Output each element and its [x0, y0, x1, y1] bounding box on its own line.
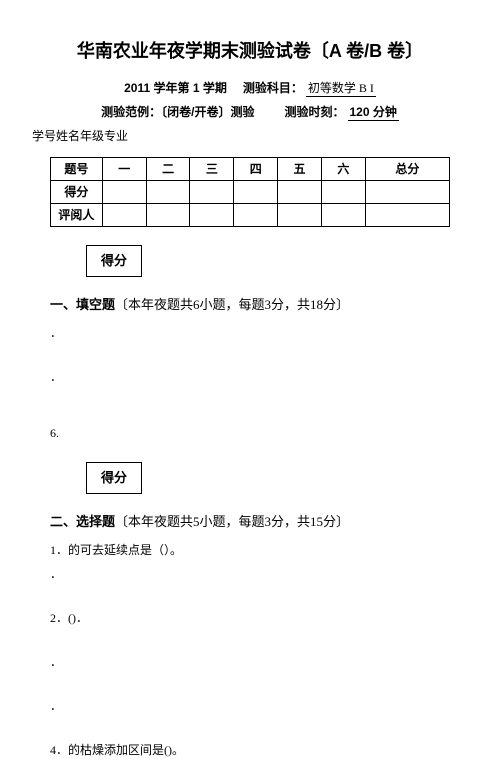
score-box-2: 得分 — [86, 462, 142, 494]
th-total: 总分 — [365, 158, 449, 181]
section-2-desc: 〔本年夜题共5小题，每题3分，共15分〕 — [115, 514, 349, 529]
th-c5: 五 — [278, 158, 322, 181]
th-c6: 六 — [321, 158, 365, 181]
exam-scope: 测验范例：〔闭卷/开卷〕测验 — [101, 105, 254, 119]
section-1-heading: 一、填空题 — [50, 297, 115, 312]
subject-label: 测验科目： — [243, 81, 303, 95]
cell — [321, 204, 365, 227]
meta-line-1: 2011 学年第 1 学期 测验科目： 初等数学 B I — [50, 79, 450, 97]
dot: ． — [50, 565, 450, 583]
cell — [146, 204, 190, 227]
student-info-line: 学号姓名年级专业 — [32, 127, 450, 145]
cell — [190, 181, 234, 204]
cell — [234, 181, 278, 204]
cell — [102, 181, 146, 204]
cell — [321, 181, 365, 204]
section-2-heading: 二、选择题 — [50, 514, 115, 529]
score-box-1: 得分 — [86, 245, 142, 277]
subject-value: 初等数学 B I — [306, 81, 376, 97]
s1-q6: 6. — [50, 424, 450, 442]
year-term: 2011 学年第 1 学期 — [124, 81, 227, 95]
th-c2: 二 — [146, 158, 190, 181]
th-qno: 题号 — [51, 158, 103, 181]
cell — [146, 181, 190, 204]
section-1-title: 一、填空题〔本年夜题共6小题，每题3分，共18分〕 — [50, 295, 450, 315]
row-score-label: 得分 — [51, 181, 103, 204]
row-reviewer-label: 评阅人 — [51, 204, 103, 227]
cell — [278, 204, 322, 227]
table-row: 评阅人 — [51, 204, 450, 227]
cell — [190, 204, 234, 227]
cell — [234, 204, 278, 227]
s2-q2: 2．()． — [50, 609, 450, 627]
cell — [102, 204, 146, 227]
s2-q1: 1．的可去延续点是（）。 — [50, 541, 450, 559]
dot: ． — [50, 324, 450, 342]
page-title: 华南农业年夜学期末测验试卷〔A 卷/B 卷〕 — [50, 38, 450, 65]
table-row: 题号 一 二 三 四 五 六 总分 — [51, 158, 450, 181]
meta-line-2: 测验范例：〔闭卷/开卷〕测验 测验时刻： 120 分钟 — [50, 103, 450, 121]
dot: ． — [50, 368, 450, 386]
cell — [278, 181, 322, 204]
th-c4: 四 — [234, 158, 278, 181]
section-2-title: 二、选择题〔本年夜题共5小题，每题3分，共15分〕 — [50, 512, 450, 532]
time-label: 测验时刻： — [284, 105, 344, 119]
dot: ． — [50, 697, 450, 715]
th-c1: 一 — [102, 158, 146, 181]
score-table: 题号 一 二 三 四 五 六 总分 得分 评阅人 — [50, 157, 450, 227]
section-1-desc: 〔本年夜题共6小题，每题3分，共18分〕 — [115, 297, 349, 312]
time-value: 120 分钟 — [348, 105, 399, 121]
table-row: 得分 — [51, 181, 450, 204]
dot: ． — [50, 653, 450, 671]
cell — [365, 181, 449, 204]
s2-q4: 4．的枯燥添加区间是()。 — [50, 741, 450, 759]
cell — [365, 204, 449, 227]
th-c3: 三 — [190, 158, 234, 181]
